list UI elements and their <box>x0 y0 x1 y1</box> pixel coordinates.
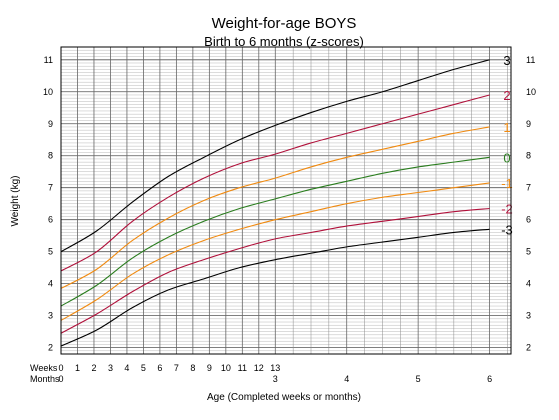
series-line-z2 <box>60 94 490 272</box>
month-tick-label: 5 <box>416 374 421 384</box>
week-tick-label: 5 <box>141 363 146 373</box>
z-score-labels: 3 2 1 0 -1 -2 -3 <box>501 53 513 237</box>
week-tick-label: 0 <box>58 363 63 373</box>
y-tick-label-left: 4 <box>48 279 53 289</box>
week-tick-label: 2 <box>91 363 96 373</box>
z-score-label: 0 <box>503 150 510 165</box>
y-tick-label-left: 6 <box>48 215 53 225</box>
week-tick-label: 1 <box>75 363 80 373</box>
week-tick-label: 12 <box>254 363 264 373</box>
month-tick-label: 6 <box>487 374 492 384</box>
z-score-label: -3 <box>501 222 513 237</box>
y-tick-label-right: 4 <box>526 279 531 289</box>
y-tick-label-right: 2 <box>526 343 531 353</box>
y-axis-label: Weight (kg) <box>10 176 21 227</box>
y-tick-label-right: 3 <box>526 311 531 321</box>
series-line-z0 <box>60 156 490 307</box>
y-tick-label-left: 9 <box>48 119 53 129</box>
y-tick-label-right: 7 <box>526 183 531 193</box>
series-line-z3 <box>60 59 490 253</box>
month-tick-label: 3 <box>273 374 278 384</box>
week-tick-label: 4 <box>124 363 129 373</box>
week-tick-label: 9 <box>207 363 212 373</box>
y-tick-label-right: 6 <box>526 215 531 225</box>
month-tick-label: 0 <box>58 374 63 384</box>
y-tick-label-right: 11 <box>526 55 535 65</box>
y-tick-label-right: 9 <box>526 119 531 129</box>
y-tick-label-left: 8 <box>48 151 53 161</box>
y-tick-label-left: 2 <box>48 343 53 353</box>
z-score-label: -1 <box>501 176 513 191</box>
y-tick-label-right: 5 <box>526 247 531 257</box>
grid-lines <box>60 46 511 355</box>
series-line-z-1 <box>60 182 490 321</box>
week-tick-label: 7 <box>174 363 179 373</box>
chart-subtitle: Birth to 6 months (z-scores) <box>204 34 364 49</box>
z-score-curves <box>60 59 490 347</box>
y-tick-label-left: 5 <box>48 247 53 257</box>
y-tick-label-right: 8 <box>526 151 531 161</box>
weeks-row-label: Weeks <box>30 363 58 373</box>
y-tick-label-left: 11 <box>44 55 53 65</box>
months-row-label: Months <box>30 374 60 384</box>
x-tick-labels: 0 1 2 3 4 5 6 7 8 9 10 11 12 130 3 4 5 6 <box>58 363 492 384</box>
z-score-label: 3 <box>503 53 510 68</box>
series-line-z-3 <box>60 228 490 347</box>
x-axis-label: Age (Completed weeks or months) <box>207 392 361 403</box>
plot-frame <box>60 46 512 355</box>
week-tick-label: 13 <box>270 363 280 373</box>
week-tick-label: 8 <box>190 363 195 373</box>
week-tick-label: 11 <box>238 363 247 373</box>
month-tick-label: 4 <box>344 374 349 384</box>
week-tick-label: 10 <box>221 363 231 373</box>
z-score-label: 1 <box>503 120 510 135</box>
week-tick-label: 3 <box>108 363 113 373</box>
z-score-label: -2 <box>501 201 513 216</box>
series-line-z-2 <box>60 207 490 334</box>
z-score-label: 2 <box>503 88 510 103</box>
y-tick-label-left: 3 <box>48 311 53 321</box>
y-tick-label-left: 10 <box>43 87 53 97</box>
y-tick-label-right: 10 <box>526 87 536 97</box>
chart-title: Weight-for-age BOYS <box>212 15 357 32</box>
y-tick-label-left: 7 <box>48 183 53 193</box>
week-tick-label: 6 <box>157 363 162 373</box>
series-line-z1 <box>60 126 490 289</box>
